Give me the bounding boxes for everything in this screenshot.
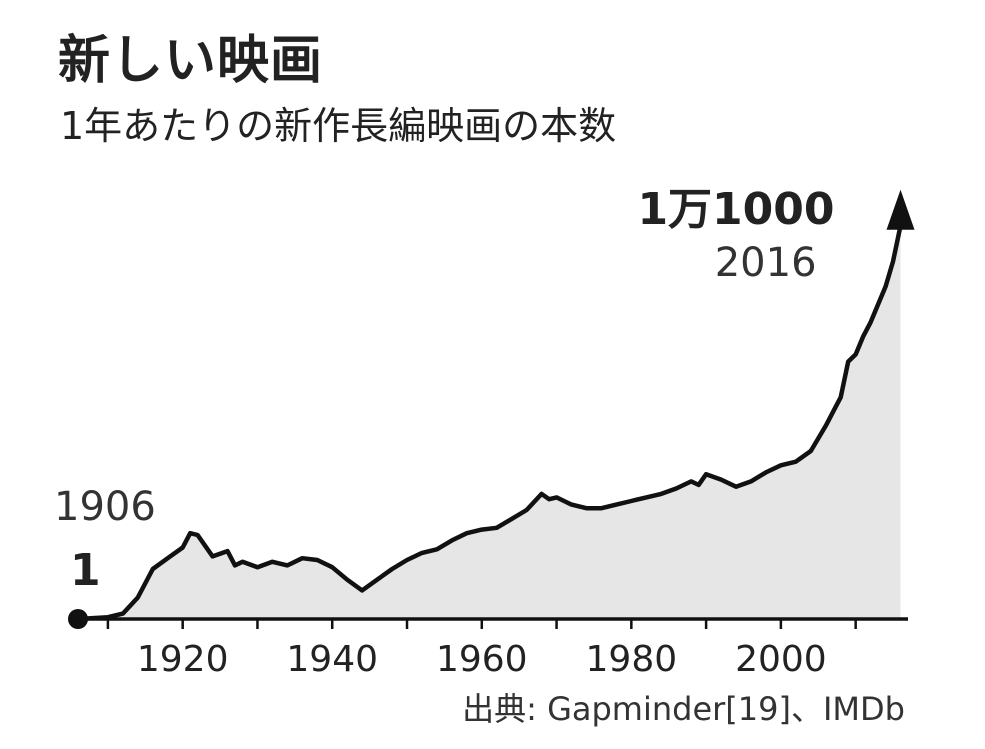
- x-tick-label: 1980: [586, 639, 678, 680]
- end-year-label: 2016: [715, 240, 817, 286]
- x-axis: [78, 617, 908, 629]
- series-line: [75, 223, 903, 622]
- chart-title: 新しい映画: [58, 31, 324, 91]
- start-value-label: 1: [70, 545, 101, 596]
- end-value-label: 1万1000: [637, 184, 834, 235]
- x-tick-label: 1920: [137, 639, 229, 680]
- source-note: 出典: Gapminder[19]、IMDb: [462, 690, 905, 728]
- end-arrowhead: [886, 189, 915, 230]
- x-tick-labels: 1920 1940 1960 1980 2000: [137, 639, 827, 680]
- chart-subtitle: 1年あたりの新作長編映画の本数: [60, 104, 617, 148]
- area-fill: [78, 225, 901, 620]
- start-point-marker: [68, 609, 88, 629]
- x-tick-label: 1940: [286, 639, 378, 680]
- x-tick-label: 2000: [735, 639, 827, 680]
- start-year-label: 1906: [54, 484, 156, 530]
- x-tick-label: 1960: [436, 639, 528, 680]
